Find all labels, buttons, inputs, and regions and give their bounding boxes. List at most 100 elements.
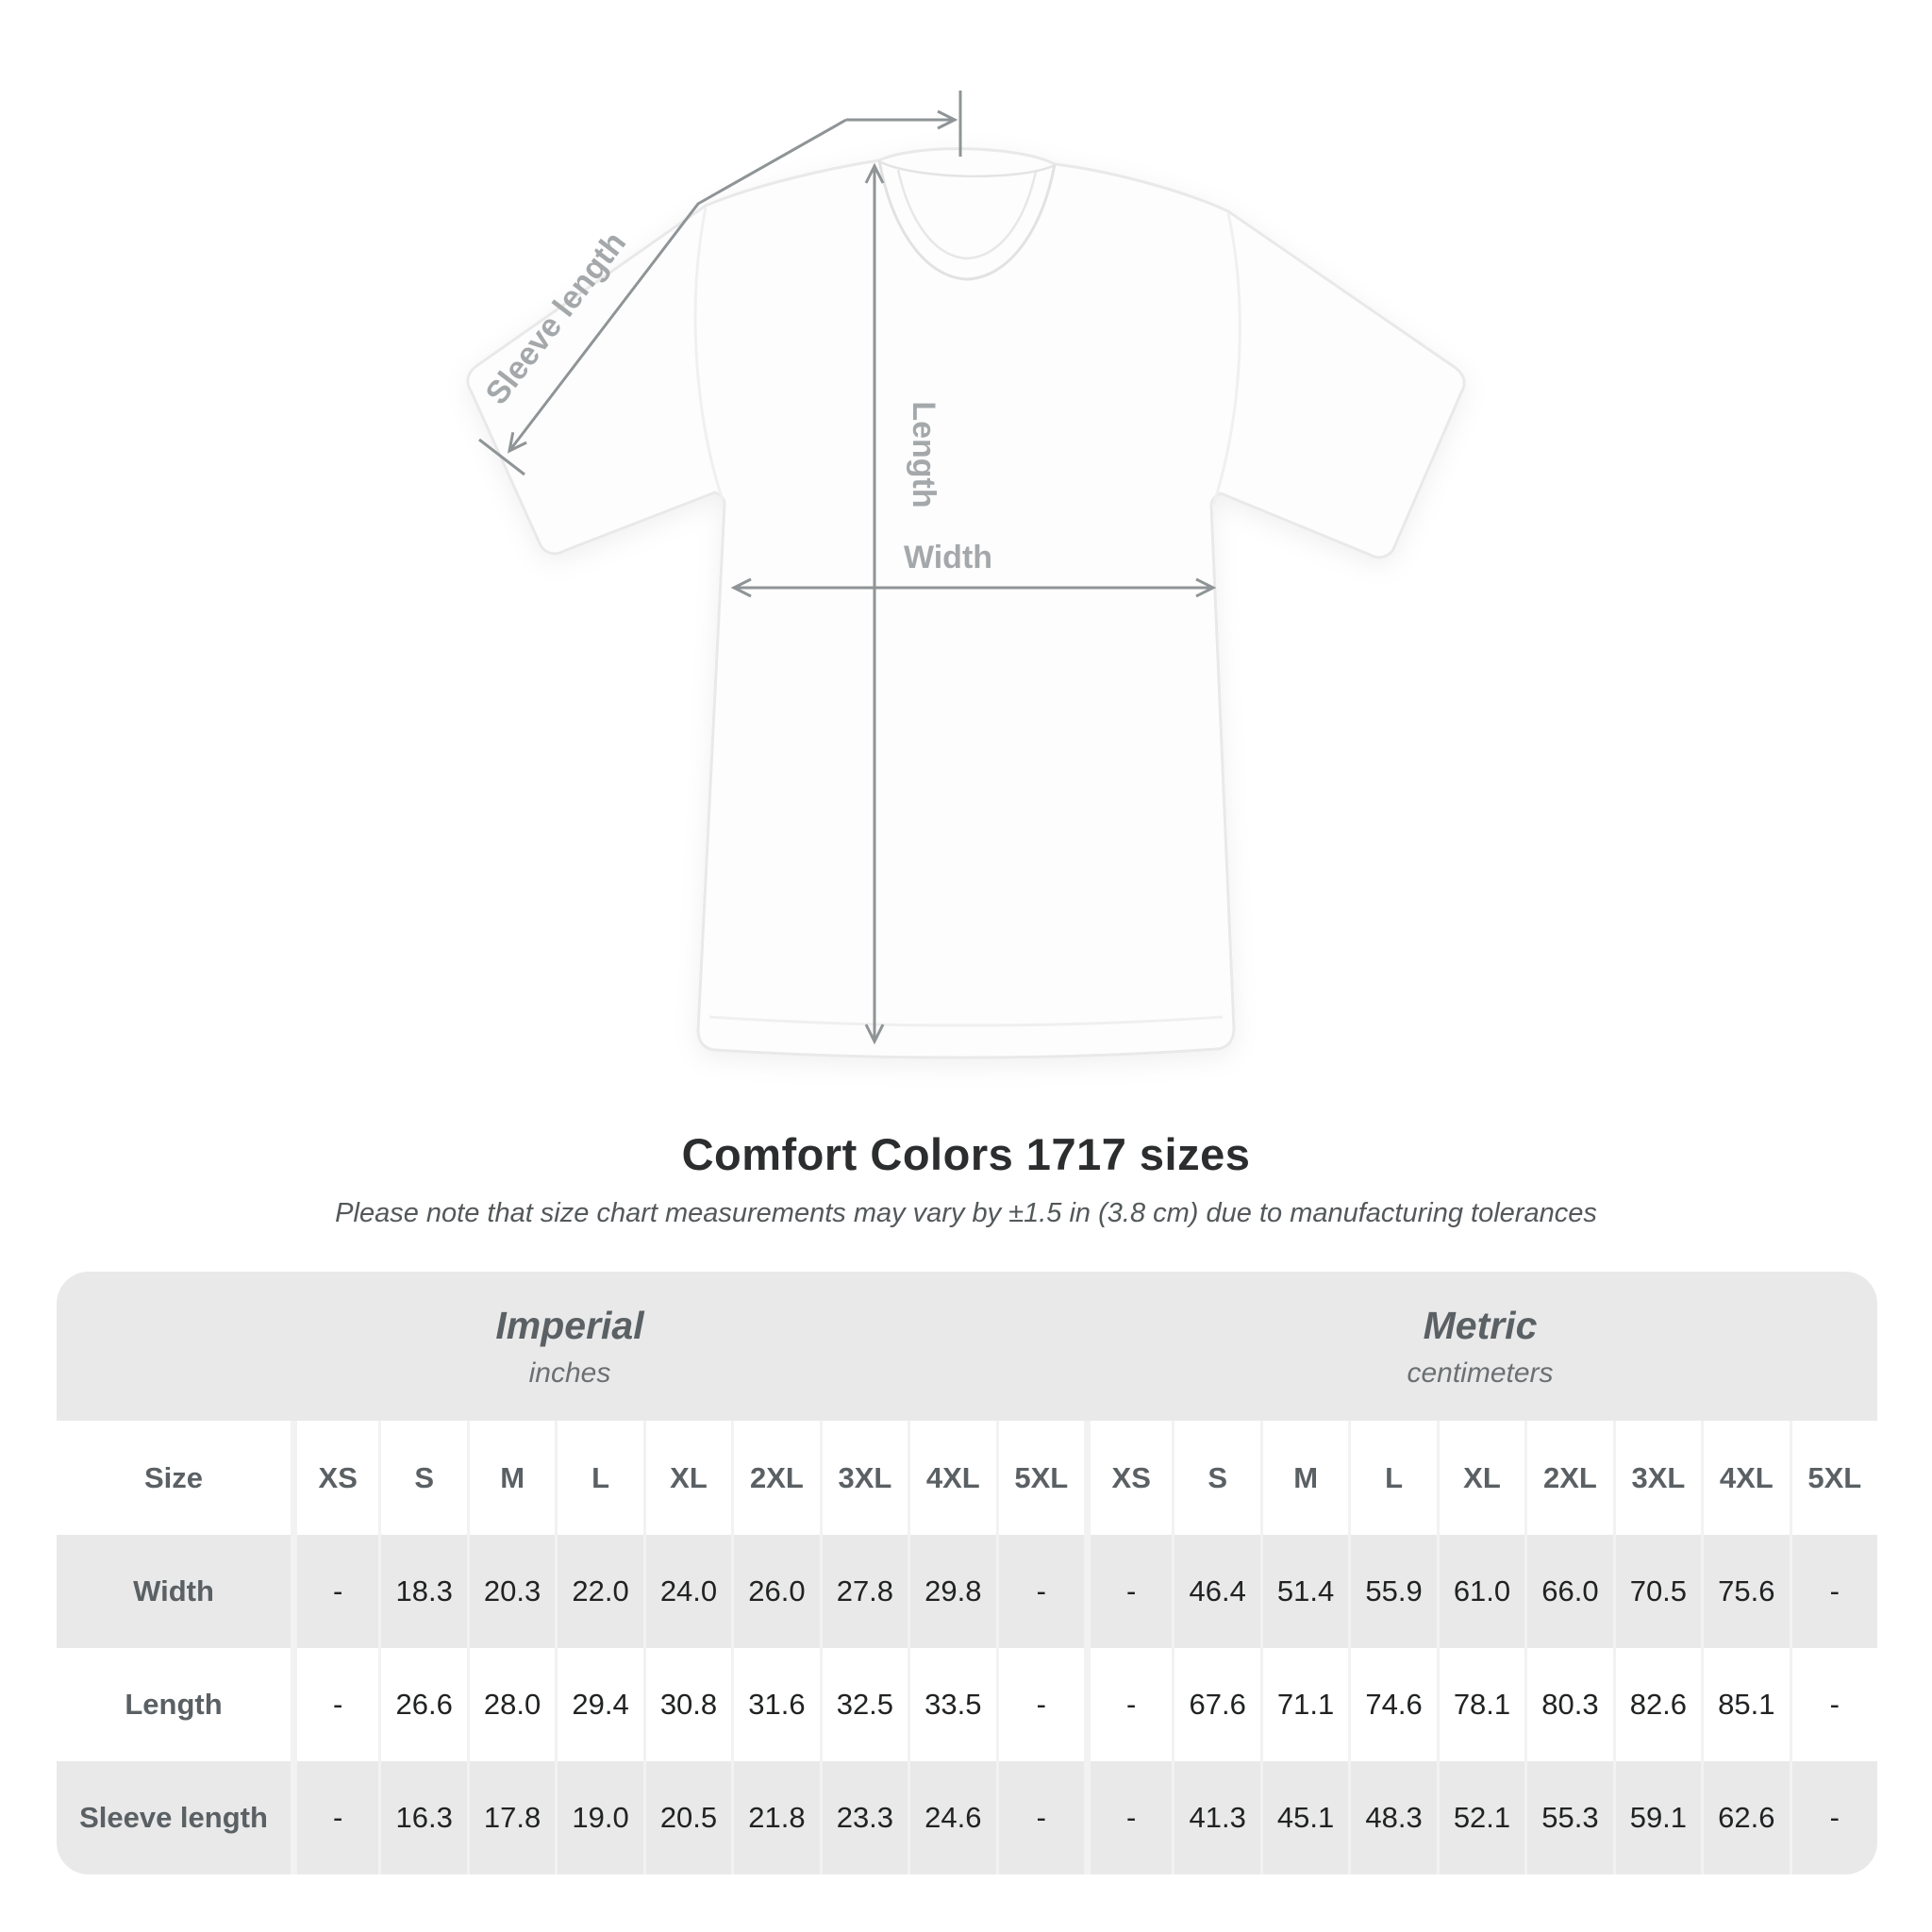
measurement-cell: 66.0 [1527, 1535, 1613, 1648]
size-column-header: XS [293, 1421, 379, 1535]
measurement-cell: 17.8 [469, 1761, 556, 1874]
measurement-cell: 85.1 [1704, 1648, 1790, 1761]
measurement-cell: 82.6 [1615, 1648, 1702, 1761]
size-column-header: 3XL [1615, 1421, 1702, 1535]
measurement-cell: 29.8 [910, 1535, 996, 1648]
size-column-header: 2XL [734, 1421, 820, 1535]
measurement-cell: 46.4 [1174, 1535, 1260, 1648]
measurement-cell: 52.1 [1439, 1761, 1525, 1874]
collar-back-line [880, 160, 1054, 178]
row-label: Sleeve length [57, 1761, 291, 1874]
measurement-cell: 71.1 [1262, 1648, 1349, 1761]
measurement-cell: 29.4 [558, 1648, 643, 1761]
page-title: Comfort Colors 1717 sizes [681, 1129, 1251, 1179]
size-column-header: L [1351, 1421, 1437, 1535]
measurement-cell: 78.1 [1439, 1648, 1525, 1761]
metric-unit: centimeters [1407, 1357, 1554, 1389]
measurement-cell: - [1791, 1535, 1877, 1648]
measurement-cell: 67.6 [1174, 1648, 1260, 1761]
size-column-header: XS [1086, 1421, 1173, 1535]
table-header-row: Size XS S M L XL 2XL 3XL 4XL 5XL XS S M L XL 2XL 3XL 4XL… [57, 1421, 1877, 1535]
measurement-cell: 28.0 [469, 1648, 556, 1761]
imperial-header: Imperial inches [57, 1272, 1083, 1421]
sleeve-end-tick-bottom [478, 438, 525, 476]
measurement-cell: - [998, 1648, 1084, 1761]
size-column-header: S [1174, 1421, 1260, 1535]
measurement-cell: 33.5 [910, 1648, 996, 1761]
size-column-header: XL [645, 1421, 732, 1535]
measurement-cell: - [1086, 1761, 1173, 1874]
measurement-cell: - [293, 1535, 379, 1648]
measurement-cell: 20.5 [645, 1761, 732, 1874]
measurement-cell: 21.8 [734, 1761, 820, 1874]
measurement-annotations [478, 91, 1217, 1045]
tshirt-illustration [466, 147, 1466, 1059]
measurement-cell: - [293, 1648, 379, 1761]
size-column-header: M [1262, 1421, 1349, 1535]
measurement-cell: 55.9 [1351, 1535, 1437, 1648]
length-label: Length [906, 401, 941, 508]
measurement-cell: 20.3 [469, 1535, 556, 1648]
measurement-cell: 24.6 [910, 1761, 996, 1874]
measurement-cell: 41.3 [1174, 1761, 1260, 1874]
size-column-header: 2XL [1527, 1421, 1613, 1535]
sleeve-length-line [507, 118, 847, 454]
size-column-header: 4XL [1704, 1421, 1790, 1535]
measurement-cell: 48.3 [1351, 1761, 1437, 1874]
measurement-cell: 59.1 [1615, 1761, 1702, 1874]
size-column-header: 5XL [1791, 1421, 1877, 1535]
measurement-cell: - [293, 1761, 379, 1874]
tshirt-measurement-diagram: Sleeve length Length Width [466, 91, 1466, 1059]
measurement-cell: - [998, 1761, 1084, 1874]
measurement-cell: 26.6 [381, 1648, 467, 1761]
size-column-header: 3XL [822, 1421, 908, 1535]
tolerance-note: Please note that size chart measurements… [335, 1198, 1597, 1228]
unit-system-band: Imperial inches Metric centimeters [57, 1272, 1877, 1421]
imperial-name: Imperial [495, 1303, 644, 1347]
measurement-cell: - [1791, 1648, 1877, 1761]
measurement-cell: 32.5 [822, 1648, 908, 1761]
measurement-cell: 51.4 [1262, 1535, 1349, 1648]
measurement-cell: 74.6 [1351, 1648, 1437, 1761]
size-column-header: XL [1439, 1421, 1525, 1535]
measurement-cell: 70.5 [1615, 1535, 1702, 1648]
measurement-cell: 80.3 [1527, 1648, 1613, 1761]
measurement-cell: - [1791, 1761, 1877, 1874]
size-column-header: S [381, 1421, 467, 1535]
size-column-header: M [469, 1421, 556, 1535]
measurement-cell: 19.0 [558, 1761, 643, 1874]
measurement-cell: 45.1 [1262, 1761, 1349, 1874]
width-label: Width [904, 540, 992, 575]
metric-header: Metric centimeters [1083, 1272, 1877, 1421]
measurement-cell: 23.3 [822, 1761, 908, 1874]
measurement-cell: 75.6 [1704, 1535, 1790, 1648]
measurement-cell: 22.0 [558, 1535, 643, 1648]
row-label: Width [57, 1535, 291, 1648]
measurement-cell: 55.3 [1527, 1761, 1613, 1874]
measurement-cell: 27.8 [822, 1535, 908, 1648]
measurement-cell: 24.0 [645, 1535, 732, 1648]
size-column-header: L [558, 1421, 643, 1535]
metric-name: Metric [1423, 1303, 1538, 1347]
measurement-cell: 26.0 [734, 1535, 820, 1648]
table-row: Length -26.6 28.0 29.4 30.8 31.6 32.5 33.5- -67.… [57, 1648, 1877, 1761]
measurement-cell: 31.6 [734, 1648, 820, 1761]
row-label: Length [57, 1648, 291, 1761]
size-column-header: 4XL [910, 1421, 996, 1535]
measurement-cell: 16.3 [381, 1761, 467, 1874]
imperial-unit: inches [528, 1357, 611, 1389]
measurement-cell: - [1086, 1648, 1173, 1761]
size-header-cell: Size [57, 1421, 291, 1535]
measurement-cell: 62.6 [1704, 1761, 1790, 1874]
measurement-cell: 30.8 [645, 1648, 732, 1761]
measurement-cell: - [998, 1535, 1084, 1648]
measurement-cell: 61.0 [1439, 1535, 1525, 1648]
collar-inner-line [896, 169, 1038, 260]
table-row: Sleeve length -16.3 17.8 19.0 20.5 21.8 23.3 24… [57, 1761, 1877, 1874]
size-table: Imperial inches Metric centimeters Size … [57, 1272, 1877, 1874]
size-column-header: 5XL [998, 1421, 1084, 1535]
table-row: Width -18.3 20.3 22.0 24.0 26.0 27.8 29.8- -46.4… [57, 1535, 1877, 1648]
measurement-cell: 18.3 [381, 1535, 467, 1648]
collar-outer-line [877, 159, 1057, 281]
